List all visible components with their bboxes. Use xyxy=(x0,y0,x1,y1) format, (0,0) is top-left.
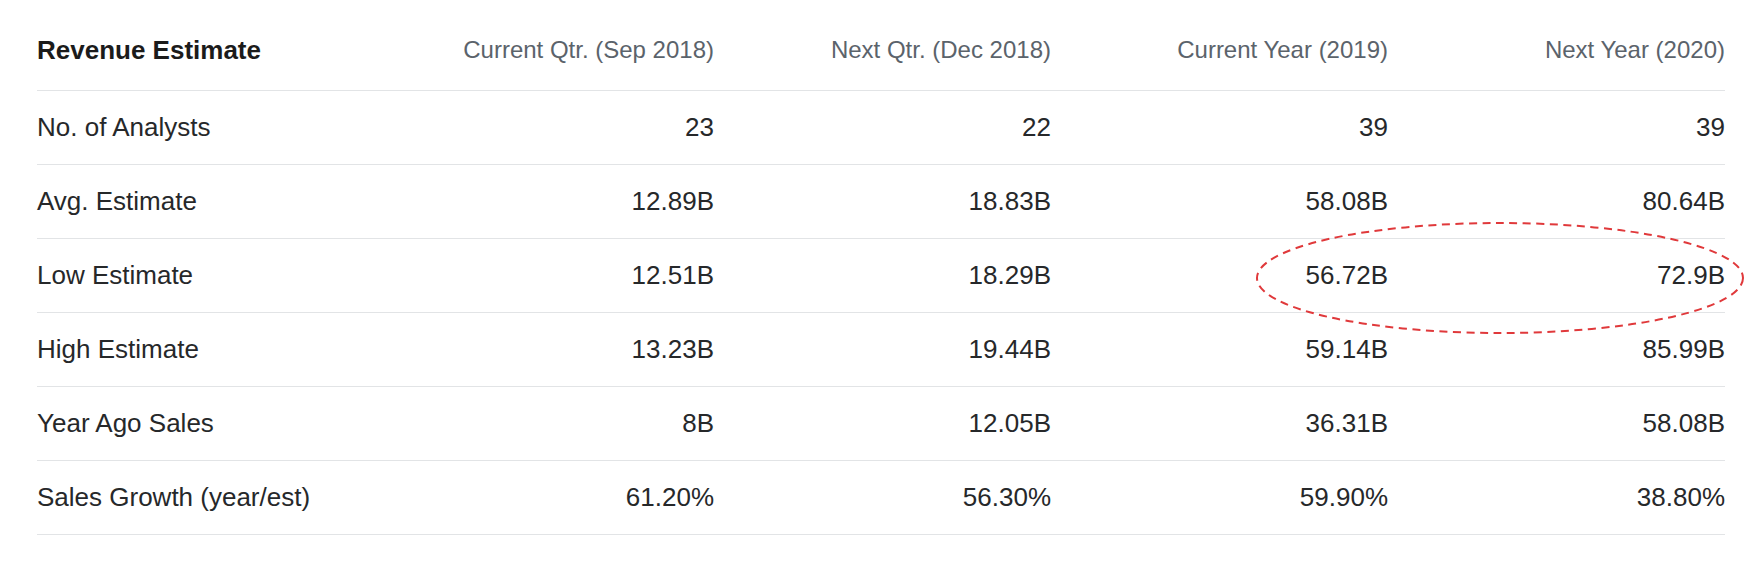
table-cell: 22 xyxy=(714,91,1051,165)
table-row: Sales Growth (year/est)61.20%56.30%59.90… xyxy=(37,461,1725,535)
table-cell: 85.99B xyxy=(1388,313,1725,387)
column-header-next-year: Next Year (2020) xyxy=(1388,10,1725,91)
table-cell: 61.20% xyxy=(377,461,714,535)
table-row: Avg. Estimate12.89B18.83B58.08B80.64B xyxy=(37,165,1725,239)
table-cell: 72.9B xyxy=(1388,239,1725,313)
table-cell: 39 xyxy=(1388,91,1725,165)
table-cell: 12.05B xyxy=(714,387,1051,461)
table-row: Low Estimate12.51B18.29B56.72B72.9B xyxy=(37,239,1725,313)
table-cell: 80.64B xyxy=(1388,165,1725,239)
table-cell: 39 xyxy=(1051,91,1388,165)
table-cell: 12.51B xyxy=(377,239,714,313)
table-row: Year Ago Sales8B12.05B36.31B58.08B xyxy=(37,387,1725,461)
table-cell: 56.72B xyxy=(1051,239,1388,313)
row-label: Sales Growth (year/est) xyxy=(37,461,377,535)
row-label: High Estimate xyxy=(37,313,377,387)
table-cell: 59.14B xyxy=(1051,313,1388,387)
table-row: High Estimate13.23B19.44B59.14B85.99B xyxy=(37,313,1725,387)
table-cell: 13.23B xyxy=(377,313,714,387)
column-header-next-qtr: Next Qtr. (Dec 2018) xyxy=(714,10,1051,91)
table-cell: 58.08B xyxy=(1051,165,1388,239)
table-header-row: Revenue Estimate Current Qtr. (Sep 2018)… xyxy=(37,10,1725,91)
column-header-current-qtr: Current Qtr. (Sep 2018) xyxy=(377,10,714,91)
table-title: Revenue Estimate xyxy=(37,10,377,91)
row-label: Avg. Estimate xyxy=(37,165,377,239)
row-label: No. of Analysts xyxy=(37,91,377,165)
table-cell: 18.83B xyxy=(714,165,1051,239)
table-cell: 8B xyxy=(377,387,714,461)
row-label: Low Estimate xyxy=(37,239,377,313)
table-cell: 23 xyxy=(377,91,714,165)
column-header-current-year: Current Year (2019) xyxy=(1051,10,1388,91)
table-cell: 38.80% xyxy=(1388,461,1725,535)
table-cell: 18.29B xyxy=(714,239,1051,313)
table-row: No. of Analysts23223939 xyxy=(37,91,1725,165)
revenue-estimate-table: Revenue Estimate Current Qtr. (Sep 2018)… xyxy=(37,10,1725,535)
table-cell: 12.89B xyxy=(377,165,714,239)
table-cell: 19.44B xyxy=(714,313,1051,387)
revenue-estimate-page: Revenue Estimate Current Qtr. (Sep 2018)… xyxy=(0,0,1757,566)
table-cell: 56.30% xyxy=(714,461,1051,535)
table-cell: 36.31B xyxy=(1051,387,1388,461)
table-cell: 59.90% xyxy=(1051,461,1388,535)
table-cell: 58.08B xyxy=(1388,387,1725,461)
row-label: Year Ago Sales xyxy=(37,387,377,461)
